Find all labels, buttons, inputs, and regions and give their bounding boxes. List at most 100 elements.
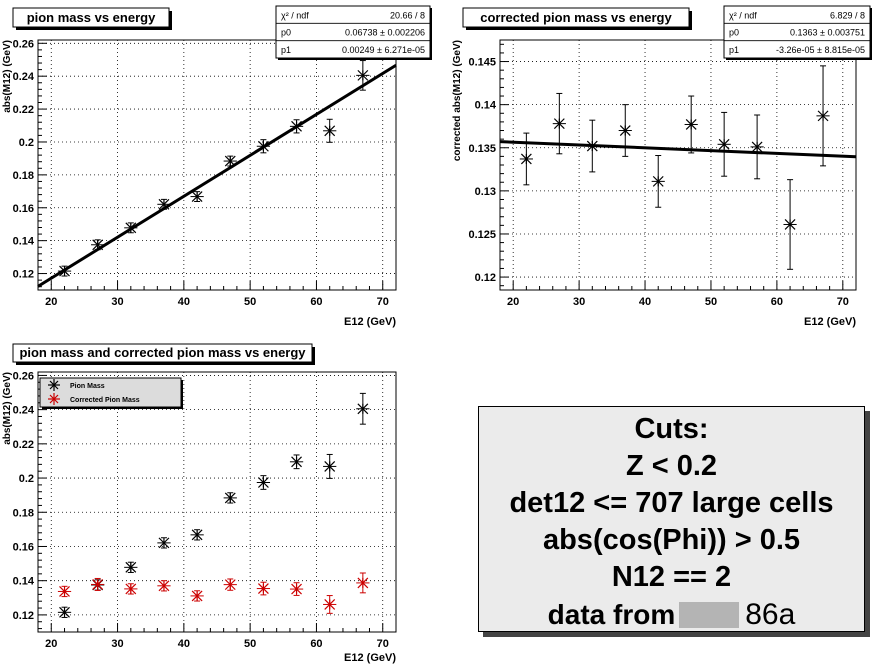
data-point	[223, 578, 237, 591]
stats-label: p0	[729, 28, 739, 38]
y-tick-label: 0.12	[13, 269, 34, 281]
data-point	[651, 155, 665, 208]
data-point	[289, 119, 304, 134]
y-tick-label: 0.14	[475, 100, 497, 112]
data-point	[684, 95, 698, 154]
data-point	[124, 222, 138, 234]
y-tick-label: 0.18	[13, 507, 34, 519]
stats-value: 0.1363 ± 0.003751	[790, 28, 865, 38]
stats-value: -3.26e-05 ± 8.815e-05	[776, 45, 865, 55]
x-tick-label: 40	[178, 638, 190, 650]
plot-frame	[37, 371, 397, 633]
y-tick-label: 0.2	[19, 137, 34, 149]
data-point	[223, 492, 237, 504]
x-tick-label: 30	[111, 296, 123, 308]
y-tick-label: 0.12	[475, 272, 496, 284]
data-source-suffix: 86a	[745, 598, 796, 631]
redacted-block	[679, 602, 740, 628]
data-point	[57, 606, 72, 618]
x-axis-label: E12 (GeV)	[344, 652, 396, 664]
y-tick-label: 0.125	[468, 229, 496, 241]
data-point	[256, 475, 271, 490]
stats-label: χ² / ndf	[281, 10, 309, 20]
y-tick-label: 0.26	[13, 370, 34, 382]
x-axis-label: E12 (GeV)	[344, 316, 396, 328]
data-point	[356, 572, 370, 594]
data-point	[783, 179, 797, 270]
data-point	[256, 581, 271, 596]
data-point	[356, 60, 370, 91]
series-1	[57, 392, 370, 618]
stats-label: p0	[281, 28, 291, 38]
data-point	[816, 65, 830, 167]
data-point	[323, 118, 337, 143]
data-point	[585, 119, 599, 173]
series-2	[57, 572, 370, 614]
y-axis-label: abs(M12) (GeV)	[2, 40, 13, 113]
x-tick-label: 60	[771, 296, 783, 308]
data-source-line: data from 86a	[479, 596, 864, 633]
y-tick-label: 0.18	[13, 170, 34, 182]
stats-box	[275, 5, 431, 59]
data-point	[519, 132, 533, 186]
x-tick-label: 40	[178, 296, 190, 308]
cut-cos-phi: abs(cos(Phi)) > 0.5	[542, 524, 801, 556]
y-tick-label: 0.2	[19, 473, 34, 485]
x-tick-label: 30	[573, 296, 585, 308]
cuts-heading: Cuts:	[634, 413, 709, 445]
y-tick-label: 0.13	[475, 186, 496, 198]
y-tick-label: 0.24	[13, 405, 35, 417]
x-tick-label: 50	[244, 638, 256, 650]
y-tick-label: 0.16	[13, 541, 34, 553]
data-point	[552, 92, 566, 155]
data-point	[323, 453, 337, 479]
y-tick-label: 0.14	[13, 576, 35, 588]
x-tick-label: 70	[837, 296, 849, 308]
y-tick-label: 0.14	[13, 236, 35, 248]
y-axis-label: corrected abs(M12) (GeV)	[452, 40, 463, 161]
y-tick-label: 0.22	[13, 104, 34, 116]
stats-label: p1	[281, 45, 291, 55]
legend-entry: Pion Mass	[48, 379, 105, 391]
data-point	[618, 104, 632, 157]
cut-det12: det12 <= 707 large cells	[509, 487, 834, 519]
x-tick-label: 20	[45, 296, 57, 308]
chart-title: corrected pion mass vs energy	[480, 10, 672, 25]
x-tick-label: 70	[377, 296, 389, 308]
cut-z: Z < 0.2	[625, 450, 718, 482]
data-point	[91, 577, 105, 591]
title-box	[462, 7, 690, 28]
data-point	[57, 265, 72, 277]
data-point	[323, 595, 337, 614]
data-point	[289, 582, 304, 596]
cuts-box: Cuts: Z < 0.2 det12 <= 707 large cells a…	[478, 406, 865, 632]
data-point	[190, 191, 204, 203]
legend-label: Corrected Pion Mass	[70, 397, 140, 404]
data-point	[256, 139, 271, 154]
y-tick-label: 0.135	[468, 143, 496, 155]
y-tick-label: 0.22	[13, 439, 34, 451]
chart-title: pion mass vs energy	[27, 10, 156, 25]
data-point	[157, 537, 171, 549]
stats-label: p1	[729, 45, 739, 55]
y-tick-label: 0.16	[13, 203, 34, 215]
data-point	[289, 454, 304, 470]
x-tick-label: 40	[639, 296, 651, 308]
data-point	[157, 198, 171, 210]
data-point	[356, 392, 370, 425]
data-point	[157, 580, 171, 592]
y-tick-label: 0.26	[13, 38, 34, 50]
x-tick-label: 50	[705, 296, 717, 308]
data-point	[124, 561, 138, 573]
x-tick-label: 30	[111, 638, 123, 650]
data-point	[717, 111, 731, 177]
chart-title: pion mass and corrected pion mass vs ene…	[19, 345, 306, 360]
x-tick-label: 60	[310, 638, 322, 650]
x-axis-label: E12 (GeV)	[804, 316, 856, 328]
y-axis-label: abs(M12) (GeV)	[2, 372, 13, 445]
data-point	[91, 239, 105, 251]
data-point	[190, 590, 204, 602]
stats-value: 0.06738 ± 0.002206	[345, 28, 425, 38]
data-point	[124, 583, 138, 595]
